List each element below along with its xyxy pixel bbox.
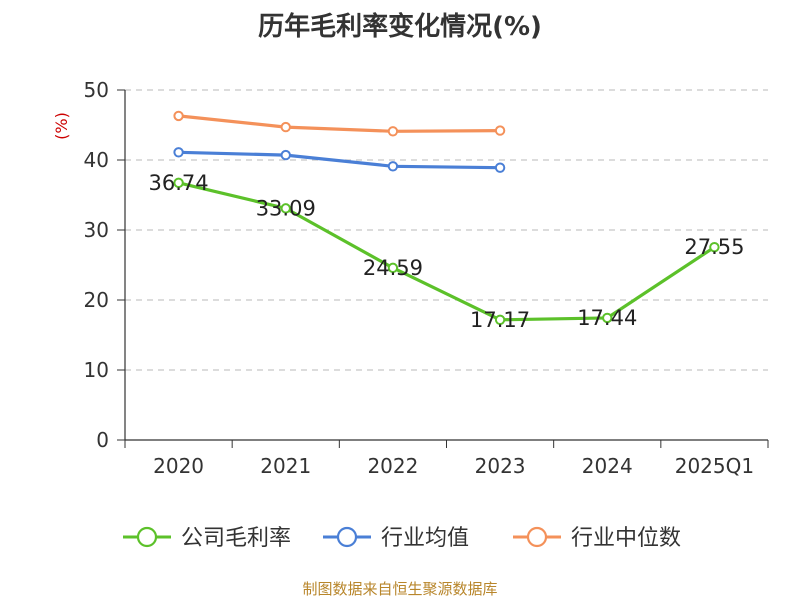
series-line-1 bbox=[176, 150, 502, 170]
data-point bbox=[173, 177, 184, 189]
data-point bbox=[280, 203, 291, 214]
x-tick-label: 2024 bbox=[582, 454, 633, 478]
y-axis-unit-label: (%) bbox=[52, 112, 71, 140]
series-line-0 bbox=[176, 181, 717, 322]
data-label: 36.74 bbox=[149, 171, 209, 195]
chart-title: 历年毛利率变化情况(%) bbox=[258, 12, 542, 42]
y-tick-label: 50 bbox=[84, 78, 109, 102]
data-label: 24.59 bbox=[363, 256, 423, 280]
data-point bbox=[494, 125, 506, 136]
data-point bbox=[602, 312, 613, 324]
series-line-2 bbox=[176, 114, 502, 133]
data-point bbox=[387, 262, 399, 274]
x-tick-label: 2025Q1 bbox=[675, 454, 754, 478]
data-point bbox=[387, 126, 399, 137]
data-point bbox=[173, 147, 184, 158]
legend-label-0: 公司毛利率 bbox=[181, 526, 291, 551]
y-tick-label: 10 bbox=[84, 358, 109, 382]
data-point bbox=[173, 110, 184, 122]
data-label: 27.55 bbox=[684, 235, 744, 259]
legend-marker-2 bbox=[526, 526, 548, 548]
data-label: 17.17 bbox=[470, 308, 530, 332]
legend-label-2: 行业中位数 bbox=[571, 526, 681, 551]
x-tick-label: 2023 bbox=[475, 454, 526, 478]
x-tick-label: 2022 bbox=[367, 454, 418, 478]
legend-marker-1 bbox=[336, 526, 358, 548]
data-point bbox=[387, 161, 399, 172]
x-tick-label: 2021 bbox=[260, 454, 311, 478]
data-label: 17.44 bbox=[577, 306, 637, 330]
data-point bbox=[709, 241, 720, 253]
data-point bbox=[280, 121, 291, 133]
legend-label-1: 行业均值 bbox=[381, 526, 469, 551]
y-tick-label: 30 bbox=[84, 218, 109, 242]
legend-marker-0 bbox=[136, 526, 158, 548]
data-point bbox=[494, 162, 506, 173]
source-footer: 制图数据来自恒生聚源数据库 bbox=[302, 580, 498, 598]
data-label: 33.09 bbox=[256, 196, 316, 220]
y-tick-label: 40 bbox=[84, 148, 109, 172]
x-tick-label: 2020 bbox=[153, 454, 204, 478]
data-point bbox=[280, 149, 291, 161]
y-tick-label: 0 bbox=[96, 428, 109, 452]
data-point bbox=[494, 314, 506, 326]
y-tick-label: 20 bbox=[84, 288, 109, 312]
